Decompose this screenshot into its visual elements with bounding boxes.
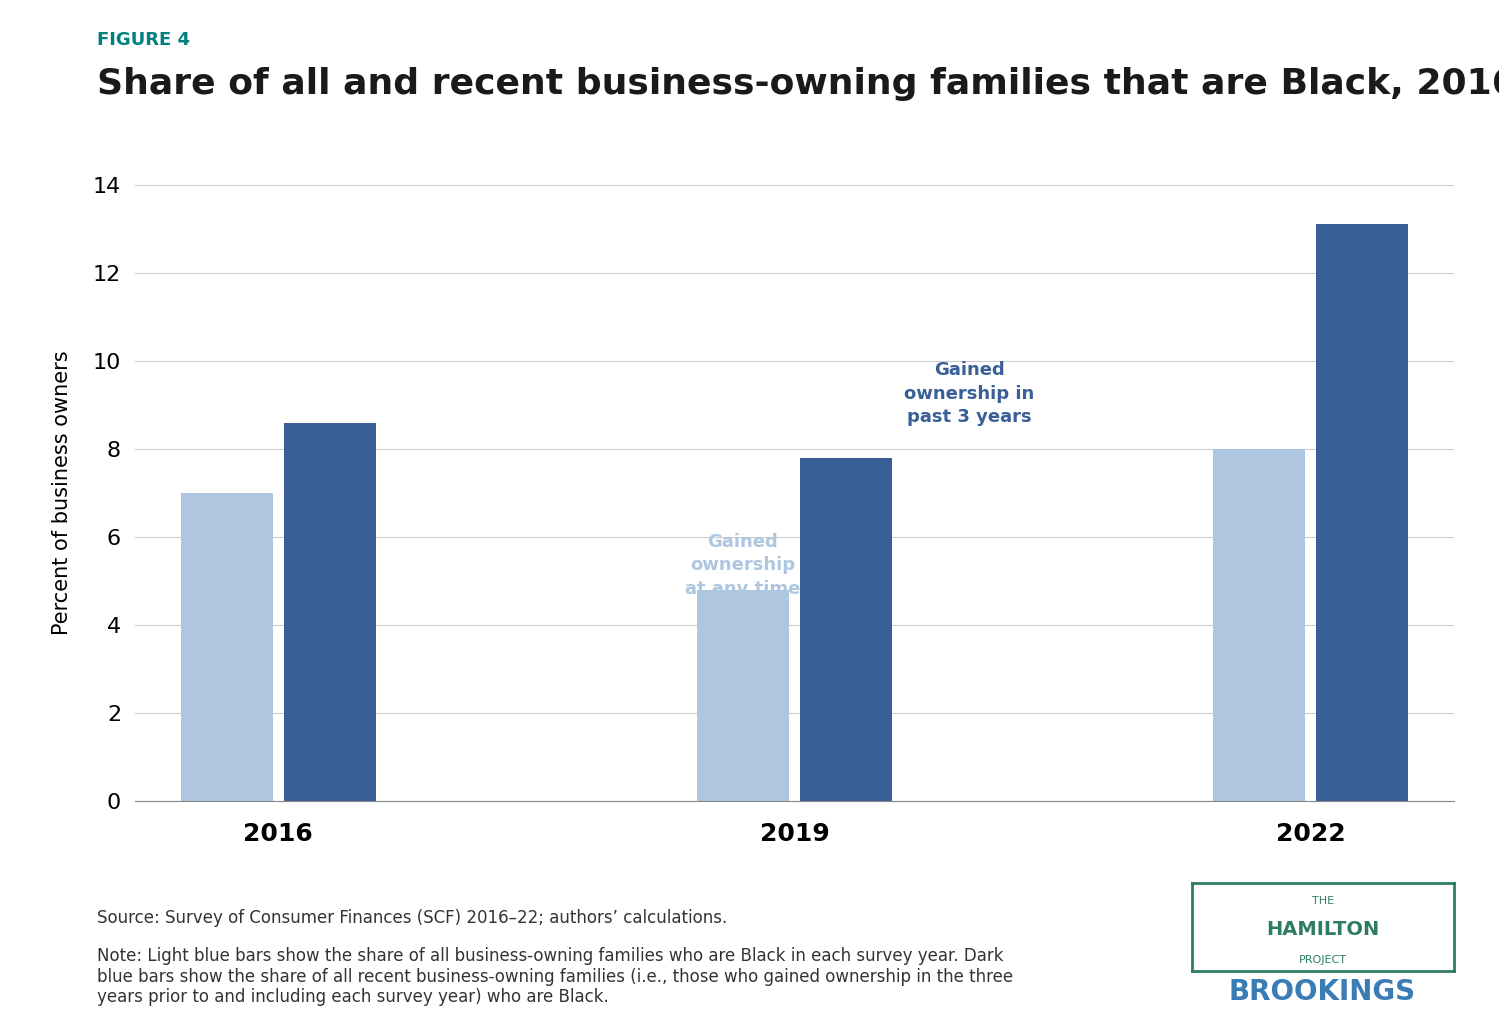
Text: PROJECT: PROJECT [1298, 955, 1348, 964]
Text: HAMILTON: HAMILTON [1267, 920, 1379, 939]
Bar [1316, 225, 1408, 801]
Bar [1213, 449, 1306, 801]
Text: THE: THE [1312, 897, 1334, 906]
Y-axis label: Percent of business owners: Percent of business owners [52, 350, 72, 636]
Bar [283, 422, 376, 801]
Bar [697, 589, 788, 801]
Text: Gained
ownership
at any time: Gained ownership at any time [685, 533, 800, 598]
Text: BROOKINGS: BROOKINGS [1229, 978, 1415, 1005]
Text: FIGURE 4: FIGURE 4 [97, 31, 190, 49]
Text: Note: Light blue bars show the share of all business-owning families who are Bla: Note: Light blue bars show the share of … [97, 947, 1013, 1006]
Bar [800, 458, 892, 801]
Text: Source: Survey of Consumer Finances (SCF) 2016–22; authors’ calculations.: Source: Survey of Consumer Finances (SCF… [97, 909, 727, 927]
Text: Share of all and recent business-owning families that are Black, 2016–22: Share of all and recent business-owning … [97, 67, 1499, 101]
Bar [181, 493, 273, 801]
Text: Gained
ownership in
past 3 years: Gained ownership in past 3 years [904, 360, 1034, 426]
